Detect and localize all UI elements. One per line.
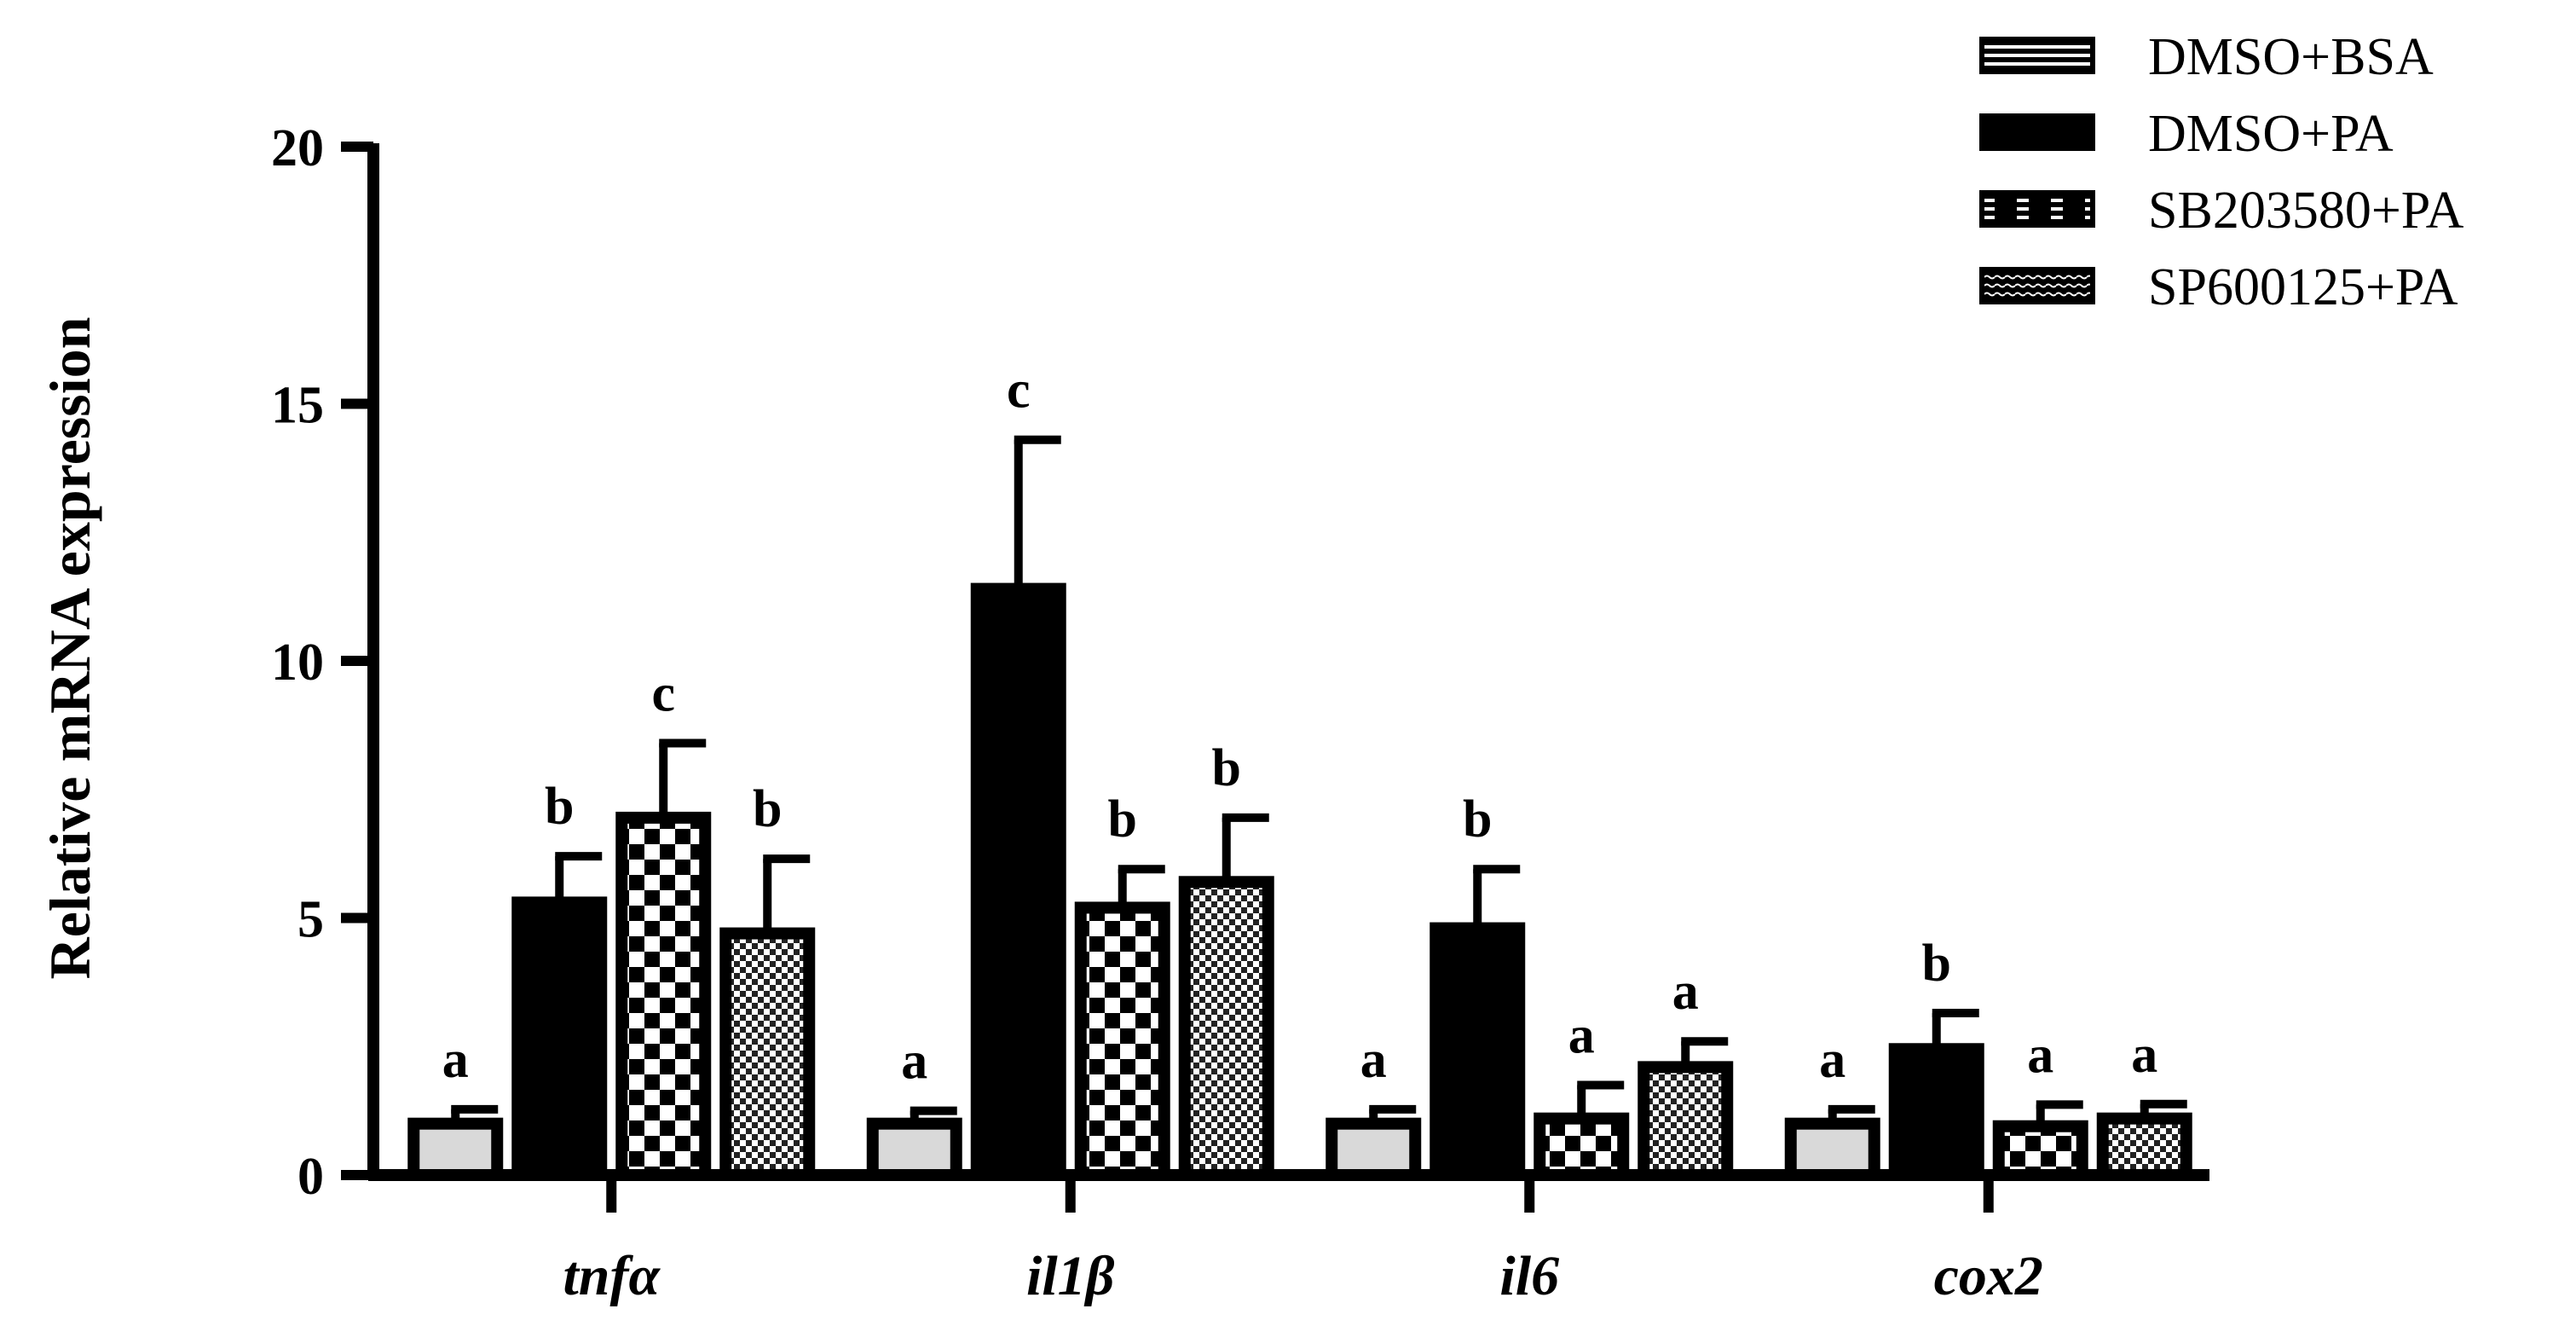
- legend-swatch: [1979, 113, 2095, 151]
- y-tick-label: 20: [271, 119, 324, 177]
- significance-label: b: [545, 778, 574, 836]
- significance-label: b: [753, 780, 782, 838]
- legend-label: DMSO+BSA: [2148, 28, 2434, 86]
- bar-il6-DMSO+PA: [1430, 922, 1526, 1182]
- legend-swatch: [1979, 190, 2095, 228]
- significance-label: a: [442, 1031, 469, 1089]
- significance-label: a: [1568, 1006, 1595, 1064]
- x-tick-label: il6: [1499, 1245, 1559, 1307]
- x-axis-labels: tnfα il1β il6 cox2: [563, 1175, 2043, 1307]
- legend-label: SB203580+PA: [2148, 182, 2464, 240]
- significance-label: b: [1108, 790, 1137, 848]
- y-tick-label: 0: [297, 1148, 324, 1206]
- x-tick-label: tnfα: [563, 1245, 661, 1307]
- significance-label: a: [1819, 1031, 1845, 1089]
- bar-cox2-SP600125+PA: [2096, 1112, 2192, 1182]
- legend-label: SP600125+PA: [2148, 258, 2458, 316]
- legend-label: DMSO+PA: [2148, 105, 2394, 163]
- bar-cox2-SB203580+PA: [1992, 1120, 2088, 1181]
- bar-il1β-SP600125+PA: [1178, 876, 1274, 1182]
- legend: DMSO+BSA DMSO+PA SB203580+PA SP600125+PA: [1979, 28, 2464, 316]
- y-axis-ticks: 0 5 10 15 20: [271, 119, 373, 1206]
- significance-label: a: [1360, 1031, 1387, 1089]
- legend-swatch: [1979, 37, 2095, 74]
- bar-cox2-DMSO+BSA: [1784, 1117, 1880, 1181]
- x-tick-label: cox2: [1934, 1245, 2043, 1307]
- svg-text:Relative mRNA expression: Relative mRNA expression: [38, 317, 102, 980]
- x-tick-label: il1β: [1026, 1245, 1115, 1307]
- legend-swatch: [1979, 267, 2095, 304]
- significance-label: c: [1007, 362, 1031, 420]
- bar-il6-DMSO+BSA: [1326, 1117, 1422, 1181]
- y-tick-label: 5: [297, 891, 324, 949]
- y-tick-label: 10: [271, 634, 324, 692]
- significance-label: c: [651, 664, 675, 722]
- y-tick-label: 15: [271, 377, 324, 435]
- bar-il6-SP600125+PA: [1637, 1061, 1734, 1181]
- bars: a b c b a c b b a b a a a b a a: [407, 362, 2192, 1182]
- significance-label: b: [1922, 935, 1951, 993]
- significance-label: b: [1212, 739, 1241, 797]
- bar-cox2-DMSO+PA: [1888, 1043, 1984, 1182]
- significance-label: a: [2131, 1026, 2157, 1084]
- bar-il6-SB203580+PA: [1533, 1112, 1630, 1182]
- significance-label: a: [2027, 1026, 2053, 1084]
- bar-tnfα-SP600125+PA: [719, 927, 816, 1181]
- bar-tnfα-SB203580+PA: [615, 811, 712, 1181]
- y-axis-label: Relative mRNA expression: [38, 317, 102, 980]
- significance-label: a: [1672, 963, 1699, 1021]
- bar-il1β-SB203580+PA: [1074, 901, 1170, 1181]
- bar-tnfα-DMSO+BSA: [407, 1117, 504, 1181]
- bar-il1β-DMSO+BSA: [866, 1117, 962, 1181]
- significance-label: a: [901, 1033, 927, 1091]
- significance-label: b: [1463, 790, 1492, 848]
- bar-il1β-DMSO+PA: [970, 582, 1066, 1181]
- bar-tnfα-DMSO+PA: [511, 896, 608, 1182]
